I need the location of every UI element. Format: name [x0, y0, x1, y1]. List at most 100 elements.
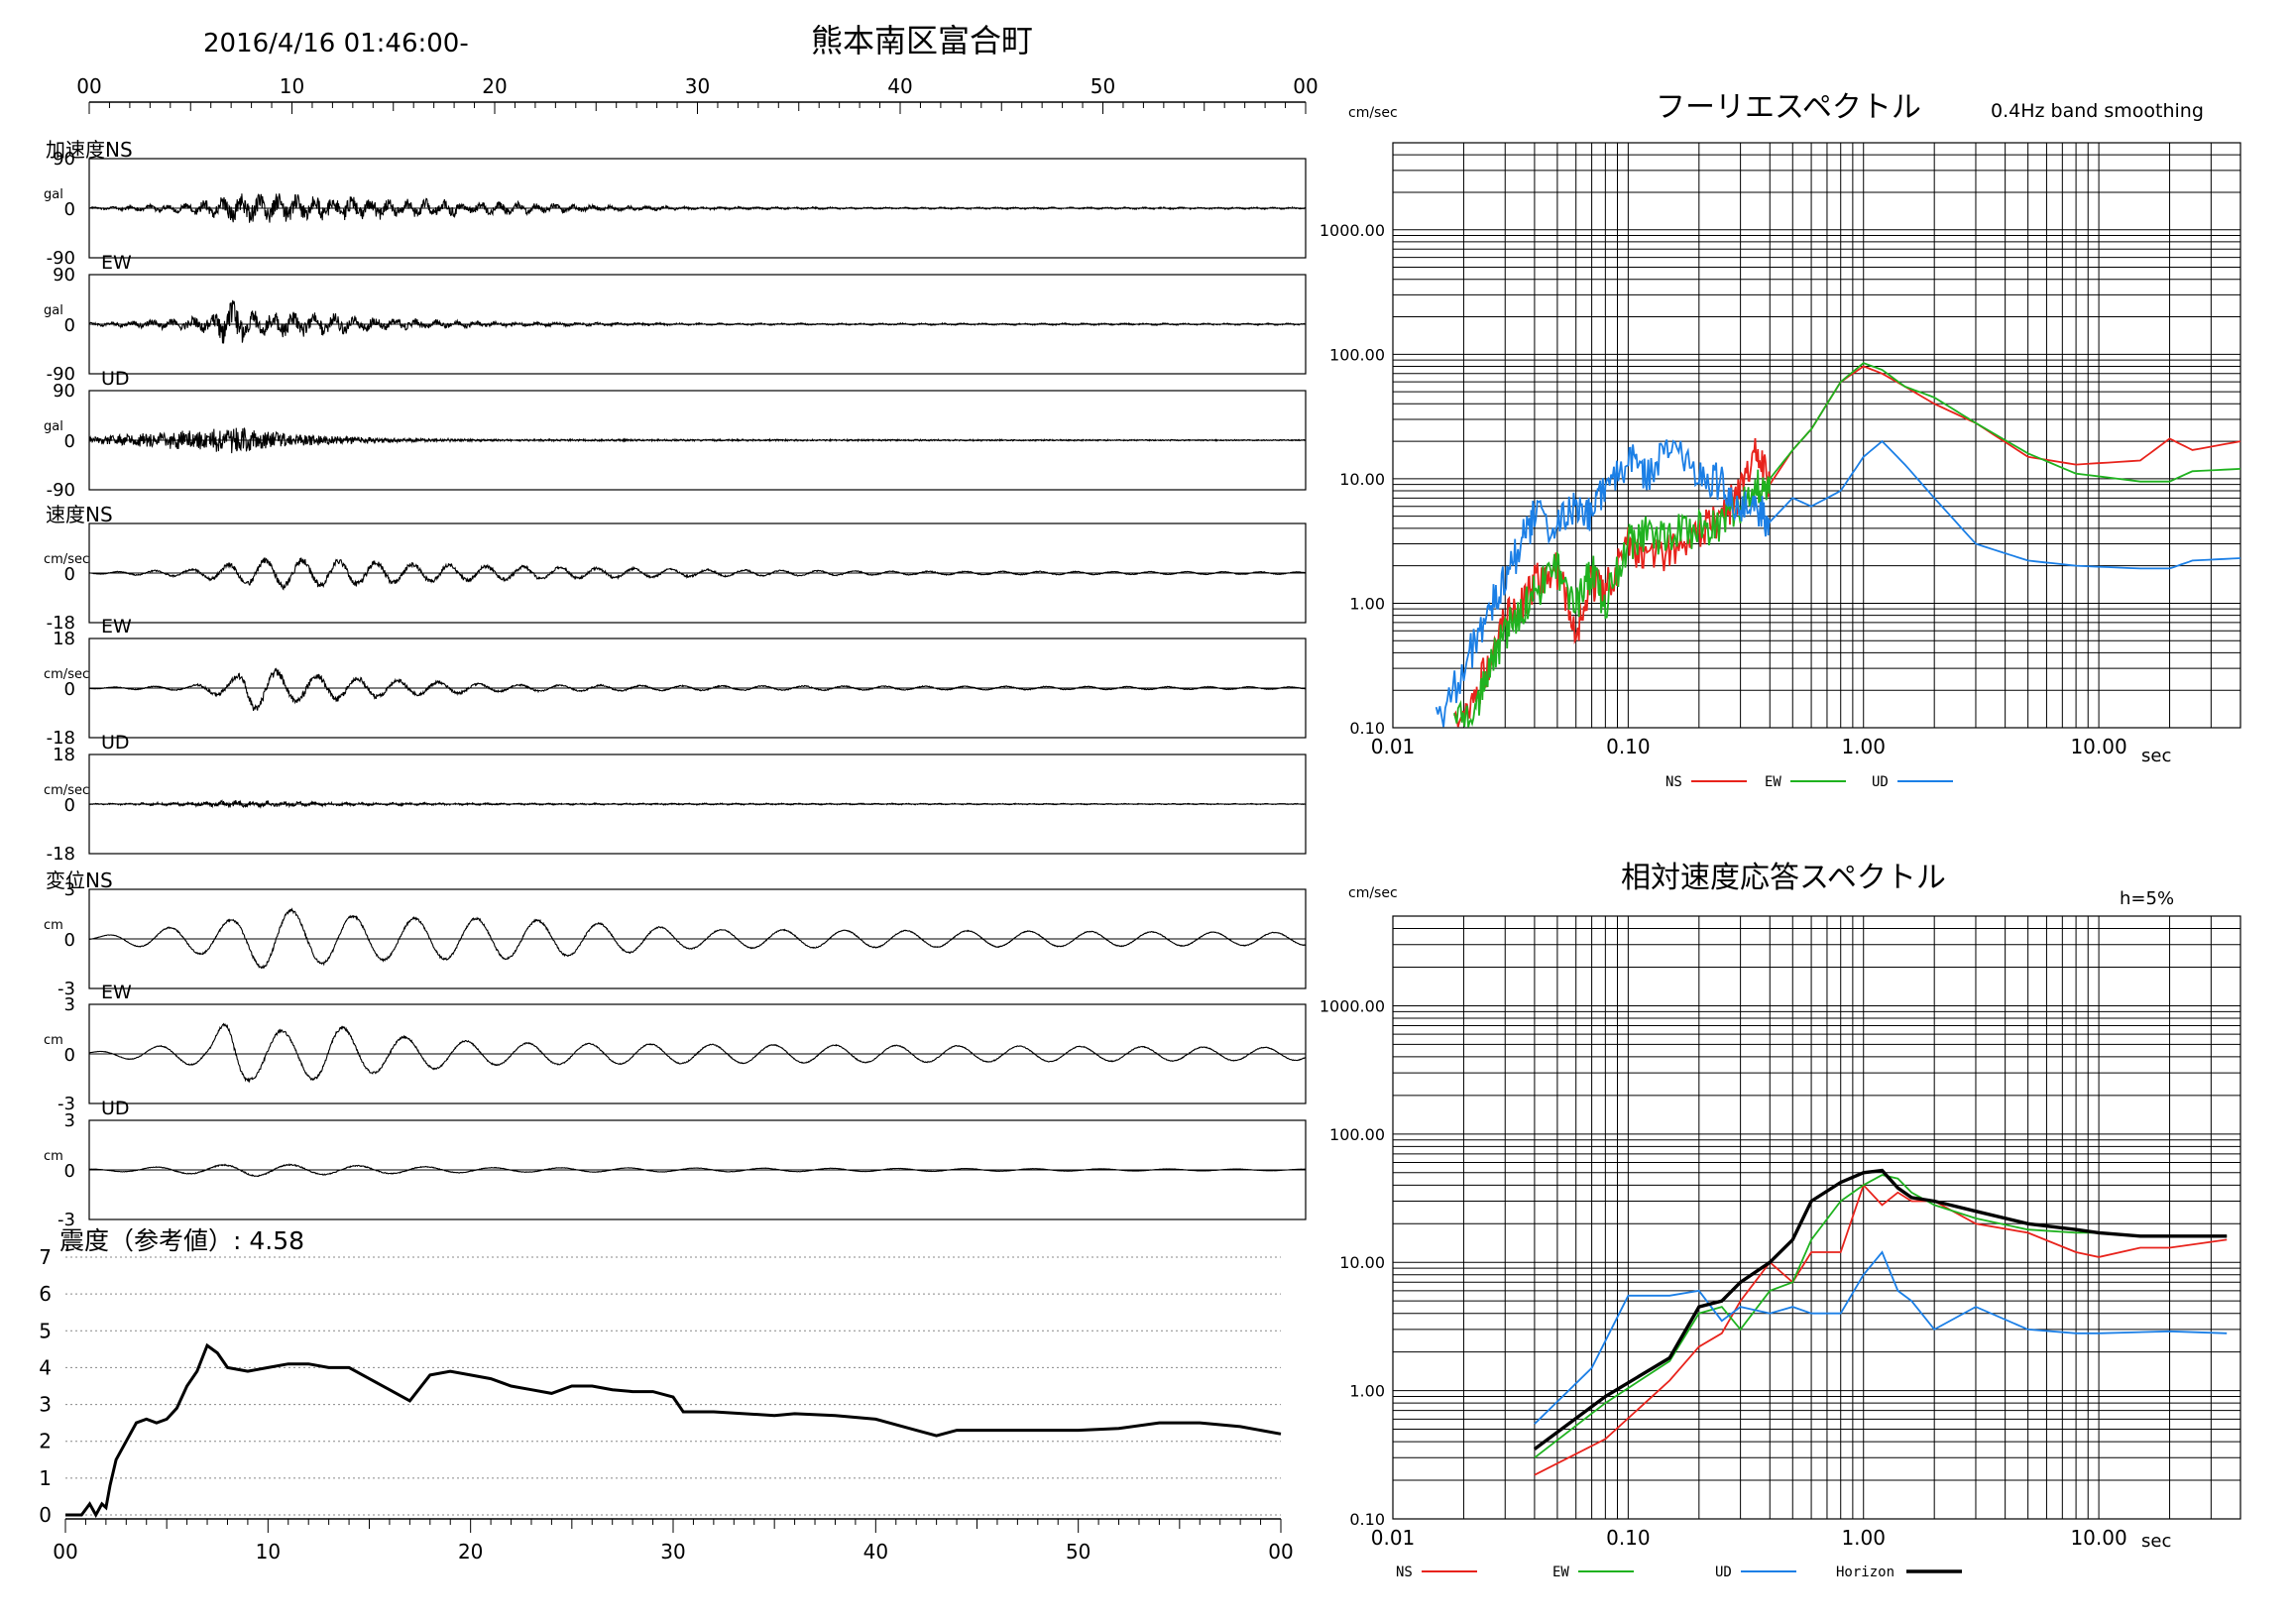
intensity-x-tick-label: 50: [1066, 1540, 1091, 1564]
zero-tick-label: 0: [64, 564, 75, 585]
plot-frame: [1392, 915, 2241, 1520]
unit-label: cm/sec: [44, 783, 89, 798]
intensity-y-tick-label: 7: [39, 1245, 52, 1269]
intensity-y-tick-label: 1: [39, 1466, 52, 1490]
y-tick-label: 1000.00: [1320, 221, 1385, 240]
waveform-trace: [88, 799, 1307, 809]
waveform-row: EW gal 90 0 -90: [44, 252, 1307, 385]
zero-tick-label: 0: [64, 1161, 75, 1182]
intensity-x-tick-label: 00: [1268, 1540, 1293, 1564]
zero-tick-label: 0: [64, 930, 75, 951]
series-line-ud: [1534, 1250, 2228, 1425]
intensity-y-tick-label: 5: [39, 1319, 52, 1342]
time-axis-label: 50: [1091, 74, 1115, 98]
x-tick-label: 1.00: [1841, 735, 1886, 758]
series-line-ns: [1534, 1183, 2228, 1476]
legend-label: EW: [1765, 774, 1781, 790]
y-tick-label: 100.00: [1329, 1125, 1385, 1144]
series-line-ns: [1453, 365, 2241, 728]
legend-label: NS: [1665, 774, 1682, 790]
response-note: h=5%: [2120, 888, 2174, 909]
bottom-tick-label: -90: [47, 480, 75, 501]
top-tick-label: 90: [53, 265, 75, 286]
intensity-y-tick-label: 0: [39, 1503, 52, 1527]
intensity-x-tick-label: 40: [863, 1540, 888, 1564]
bottom-tick-label: -18: [47, 844, 75, 865]
top-tick-label: 18: [53, 745, 75, 765]
component-label: EW: [101, 982, 132, 1003]
waveform-row: 変位NS cm 3 0 -3: [44, 869, 1307, 999]
component-label: UD: [101, 732, 130, 754]
waveform-trace: [88, 907, 1307, 970]
y-tick-label: 10.00: [1339, 1253, 1385, 1272]
x-tick-label: 10.00: [2070, 1526, 2126, 1550]
response-spectrum-chart: 相対速度応答スペクトル h=5% cm/sec sec 0.01 0.10 1.00…: [1320, 861, 2241, 1580]
intensity-y-tick-label: 4: [39, 1355, 52, 1379]
x-tick-label: 0.01: [1371, 735, 1416, 758]
zero-tick-label: 0: [64, 795, 75, 816]
time-axis-label: 00: [1293, 74, 1318, 98]
time-axis-label: 40: [887, 74, 912, 98]
x-tick-label: 10.00: [2070, 735, 2126, 758]
time-axis-label: 30: [685, 74, 710, 98]
top-tick-label: 3: [64, 879, 75, 900]
bottom-tick-label: -3: [57, 979, 75, 999]
bottom-tick-label: -3: [57, 1210, 75, 1230]
response-x-unit: sec: [2141, 1531, 2171, 1552]
waveform-trace: [88, 557, 1307, 591]
time-axis-label: 20: [482, 74, 507, 98]
intensity-y-tick-label: 2: [39, 1430, 52, 1453]
intensity-x-tick-label: 10: [256, 1540, 281, 1564]
top-tick-label: 3: [64, 994, 75, 1015]
top-tick-label: 90: [53, 149, 75, 170]
y-tick-label: 0.10: [1349, 719, 1385, 738]
series-line-ew: [1534, 1174, 2228, 1459]
zero-tick-label: 0: [64, 431, 75, 452]
x-tick-label: 0.10: [1606, 1526, 1651, 1550]
zero-tick-label: 0: [64, 315, 75, 336]
zero-tick-label: 0: [64, 199, 75, 220]
fourier-x-unit: sec: [2141, 746, 2171, 766]
intensity-x-tick-label: 00: [53, 1540, 77, 1564]
station-name: 熊本南区富合町: [811, 22, 1033, 59]
zero-tick-label: 0: [64, 679, 75, 700]
top-tick-label: 90: [53, 381, 75, 402]
bottom-tick-label: -18: [47, 728, 75, 749]
y-tick-label: 10.00: [1339, 470, 1385, 489]
unit-label: cm: [44, 1149, 63, 1164]
event-datetime: 2016/4/16 01:46:00-: [203, 29, 469, 58]
waveform-row: EW cm 3 0 -3: [44, 982, 1307, 1114]
component-label: EW: [101, 252, 132, 274]
waveform-trace: [89, 667, 1307, 712]
bottom-tick-label: -3: [57, 1094, 75, 1114]
legend-label: UD: [1872, 774, 1889, 790]
y-tick-label: 1.00: [1349, 1382, 1385, 1401]
response-y-unit: cm/sec: [1348, 885, 1398, 901]
waveform-row: UD cm/sec 18 0 -18: [44, 732, 1307, 865]
fourier-spectrum-chart: フーリエスペクトル 0.4Hz band smoothing cm/sec se…: [1320, 90, 2241, 790]
y-tick-label: 0.10: [1349, 1510, 1385, 1529]
unit-label: cm: [44, 918, 63, 933]
time-axis-label: 00: [76, 74, 101, 98]
intensity-label: 震度（参考値）: 4.58: [59, 1226, 304, 1255]
y-tick-label: 1000.00: [1320, 996, 1385, 1015]
component-label: UD: [101, 1098, 130, 1119]
y-tick-label: 100.00: [1329, 345, 1385, 364]
waveform-trace: [88, 299, 1307, 344]
legend-label: EW: [1552, 1565, 1569, 1580]
unit-label: cm/sec: [44, 552, 89, 567]
response-title: 相対速度応答スペクトル: [1621, 861, 1946, 895]
x-tick-label: 0.10: [1606, 735, 1651, 758]
legend-label: NS: [1396, 1565, 1413, 1580]
series-line-horizon: [1533, 1168, 2228, 1450]
time-axis-label: 10: [280, 74, 304, 98]
fourier-title: フーリエスペクトル: [1656, 90, 1921, 125]
x-tick-label: 0.01: [1371, 1526, 1416, 1550]
component-label: EW: [101, 616, 132, 638]
waveform-row: UD gal 90 0 -90: [44, 368, 1307, 501]
intensity-line: [65, 1342, 1282, 1519]
section-label: 速度NS: [46, 503, 113, 526]
fourier-y-unit: cm/sec: [1348, 105, 1398, 121]
